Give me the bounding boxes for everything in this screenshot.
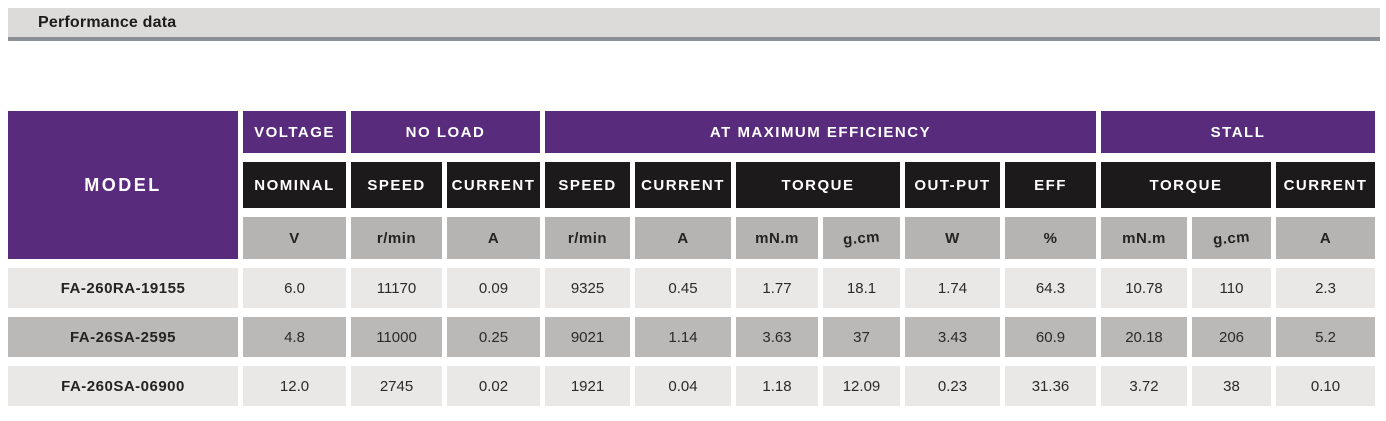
value-cell: 1921 xyxy=(545,366,630,406)
header-maxeff-output: OUT-PUT xyxy=(905,162,1000,208)
value-cell: 20.18 xyxy=(1101,317,1187,357)
value-cell: 3.72 xyxy=(1101,366,1187,406)
value-cell: 3.43 xyxy=(905,317,1000,357)
unit-maxeff-torque-mnm: mN.m xyxy=(736,217,818,259)
value-cell: 1.77 xyxy=(736,268,818,308)
header-maxeff-speed: SPEED xyxy=(545,162,630,208)
header-group-stall: STALL xyxy=(1101,111,1375,153)
value-cell: 0.23 xyxy=(905,366,1000,406)
unit-maxeff-current: A xyxy=(635,217,731,259)
performance-data-table: MODEL VOLTAGE NO LOAD AT MAXIMUM EFFICIE… xyxy=(3,102,1380,415)
value-cell: 11000 xyxy=(351,317,442,357)
value-cell: 6.0 xyxy=(243,268,346,308)
value-cell: 12.09 xyxy=(823,366,900,406)
unit-maxeff-speed: r/min xyxy=(545,217,630,259)
value-cell: 37 xyxy=(823,317,900,357)
model-name: FA-260RA-19155 xyxy=(8,268,238,308)
value-cell: 0.02 xyxy=(447,366,540,406)
header-noload-current: CURRENT xyxy=(447,162,540,208)
unit-stall-current-a: A xyxy=(1276,217,1375,259)
model-name: FA-26SA-2595 xyxy=(8,317,238,357)
header-group-at-maximum-efficiency: AT MAXIMUM EFFICIENCY xyxy=(545,111,1096,153)
value-cell: 110 xyxy=(1192,268,1271,308)
unit-stall-torque-mnm: mN.m xyxy=(1101,217,1187,259)
page-title: Performance data xyxy=(38,13,177,31)
section-title-bar: Performance data xyxy=(8,8,1380,41)
value-cell: 11170 xyxy=(351,268,442,308)
header-noload-speed: SPEED xyxy=(351,162,442,208)
table-row-fa-260sa-06900: FA-260SA-06900 12.0 2745 0.02 1921 0.04 … xyxy=(8,366,1375,406)
value-cell: 0.25 xyxy=(447,317,540,357)
value-cell: 31.36 xyxy=(1005,366,1096,406)
header-model: MODEL xyxy=(8,111,238,259)
value-cell: 1.14 xyxy=(635,317,731,357)
header-group-voltage: VOLTAGE xyxy=(243,111,346,153)
header-group-no-load: NO LOAD xyxy=(351,111,540,153)
value-cell: 0.04 xyxy=(635,366,731,406)
value-cell: 60.9 xyxy=(1005,317,1096,357)
header-nominal: NOMINAL xyxy=(243,162,346,208)
table-row-fa-260ra-19155: FA-260RA-19155 6.0 11170 0.09 9325 0.45 … xyxy=(8,268,1375,308)
value-cell: 10.78 xyxy=(1101,268,1187,308)
value-cell: 4.8 xyxy=(243,317,346,357)
unit-noload-speed: r/min xyxy=(351,217,442,259)
value-cell: 2.3 xyxy=(1276,268,1375,308)
header-maxeff-eff: EFF xyxy=(1005,162,1096,208)
value-cell: 9325 xyxy=(545,268,630,308)
header-maxeff-current: CURRENT xyxy=(635,162,731,208)
value-cell: 206 xyxy=(1192,317,1271,357)
value-cell: 5.2 xyxy=(1276,317,1375,357)
unit-stall-torque-gcm: g.cm xyxy=(1192,217,1271,259)
value-cell: 3.63 xyxy=(736,317,818,357)
unit-maxeff-torque-gcm: g.cm xyxy=(823,217,900,259)
unit-maxeff-output-w: W xyxy=(905,217,1000,259)
header-stall-torque: TORQUE xyxy=(1101,162,1271,208)
value-cell: 1.74 xyxy=(905,268,1000,308)
value-cell: 64.3 xyxy=(1005,268,1096,308)
header-stall-current: CURRENT xyxy=(1276,162,1375,208)
value-cell: 0.10 xyxy=(1276,366,1375,406)
value-cell: 9021 xyxy=(545,317,630,357)
unit-noload-current: A xyxy=(447,217,540,259)
header-group-row: MODEL VOLTAGE NO LOAD AT MAXIMUM EFFICIE… xyxy=(8,111,1375,259)
value-cell: 18.1 xyxy=(823,268,900,308)
value-cell: 12.0 xyxy=(243,366,346,406)
table-row-fa-26sa-2595: FA-26SA-2595 4.8 11000 0.25 9021 1.14 3.… xyxy=(8,317,1375,357)
header-maxeff-torque: TORQUE xyxy=(736,162,900,208)
header-sub-row: NOMINAL SPEED CURRENT SPEED CURRENT TORQ… xyxy=(8,162,1375,208)
unit-maxeff-eff-pct: % xyxy=(1005,217,1096,259)
value-cell: 0.45 xyxy=(635,268,731,308)
value-cell: 1.18 xyxy=(736,366,818,406)
unit-voltage-v: V xyxy=(243,217,346,259)
model-name: FA-260SA-06900 xyxy=(8,366,238,406)
value-cell: 2745 xyxy=(351,366,442,406)
value-cell: 38 xyxy=(1192,366,1271,406)
value-cell: 0.09 xyxy=(447,268,540,308)
header-units-row: V r/min A r/min A mN.m g.cm W % mN.m g.c… xyxy=(8,217,1375,259)
